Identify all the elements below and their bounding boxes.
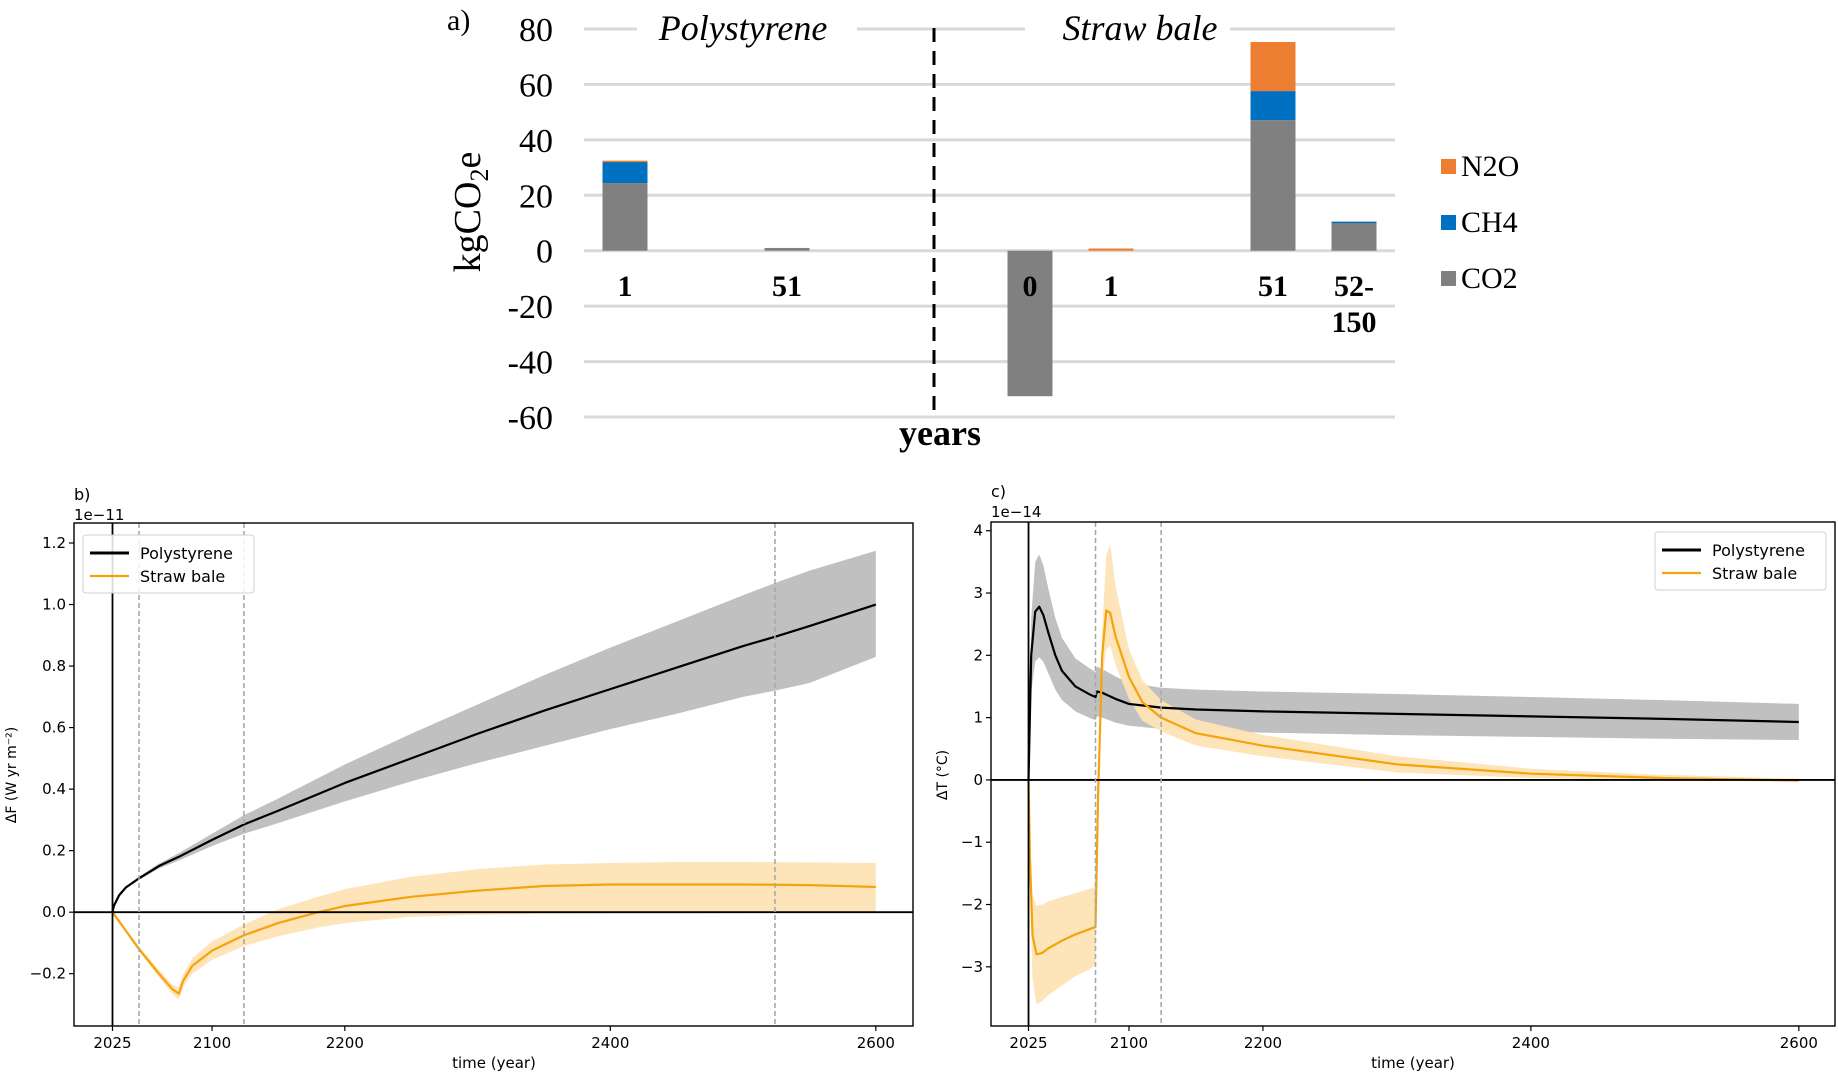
panel-b-label: b) <box>74 485 90 504</box>
x-tick-label: 2400 <box>1512 1034 1550 1052</box>
x-tick-label: 2600 <box>857 1034 895 1052</box>
y-tick-label: 60 <box>519 67 553 104</box>
bar-ch4 <box>602 161 648 184</box>
legend-label-straw-bale: Straw bale <box>1712 564 1797 583</box>
y-tick-label: 20 <box>519 178 553 215</box>
group-title-polystyrene: Polystyrene <box>658 8 828 48</box>
bar-co2 <box>1331 222 1377 251</box>
y-tick-label: 0.6 <box>42 719 66 737</box>
panel-c-temperature-change-chart: c) 1e−14 2025 2100 2200 2400 2600 −3 −2 −1 0 1 2 3 4… <box>935 482 1836 1072</box>
confidence-band-polystyrene <box>1028 554 1799 780</box>
series-line-polystyrene <box>111 603 877 913</box>
legend-label-straw-bale: Straw bale <box>140 567 225 586</box>
legend: Polystyrene Straw bale <box>1654 531 1827 591</box>
x-tick-label: 0 <box>1023 270 1038 303</box>
y-tick-label: 1.0 <box>42 596 66 614</box>
plot-area <box>991 522 1835 1026</box>
group-title-mask-left <box>637 8 857 52</box>
y-tick-label: 2 <box>973 646 983 664</box>
legend-box <box>1654 531 1827 591</box>
panel-c-x-axis-label: time (year) <box>1371 1054 1455 1072</box>
panel-c-label: c) <box>991 482 1006 501</box>
y-tick-label: −3 <box>961 958 983 976</box>
y-tick-label: 0.2 <box>42 842 66 860</box>
bar-co2 <box>1007 250 1053 397</box>
panel-a-label: a) <box>447 4 470 37</box>
panel-b-x-axis-label: time (year) <box>452 1054 536 1072</box>
legend-box <box>82 534 255 594</box>
legend-label-co2: CO2 <box>1461 262 1518 295</box>
group-title-straw-bale: Straw bale <box>1062 8 1217 48</box>
y-tick-label: 3 <box>973 584 983 602</box>
y-tick-label: 0 <box>536 234 553 271</box>
bar-ch4 <box>1331 221 1377 224</box>
confidence-band-straw-bale <box>112 862 876 1000</box>
legend-label-polystyrene: Polystyrene <box>1712 541 1805 560</box>
legend-swatch-n2o <box>1441 159 1456 174</box>
x-tick-label: 1 <box>1104 270 1119 303</box>
bar-n2o <box>602 160 648 163</box>
x-axis-label: years <box>899 413 981 453</box>
bar-n2o <box>1088 248 1134 251</box>
bar-co2 <box>1250 120 1296 251</box>
x-tick-label: 52- <box>1334 270 1374 303</box>
x-tick-label: 51 <box>772 270 802 303</box>
x-tick-label: 2400 <box>591 1034 629 1052</box>
x-tick-label: 2100 <box>1110 1034 1148 1052</box>
y-tick-label: 0 <box>973 771 983 789</box>
bar-co2 <box>602 183 648 251</box>
legend-label-polystyrene: Polystyrene <box>140 544 233 563</box>
group-title-mask-right <box>1025 8 1230 52</box>
y-tick-label: 1 <box>973 709 983 727</box>
x-tick-label: 2100 <box>193 1034 231 1052</box>
bar-co2 <box>764 247 810 251</box>
x-tick-label: 2200 <box>326 1034 364 1052</box>
y-tick-label: −1 <box>961 833 983 851</box>
panel-b-offset-text: 1e−11 <box>74 506 124 524</box>
x-tick-label: 51 <box>1258 270 1288 303</box>
y-tick-label: 1.2 <box>42 534 66 552</box>
y-tick-label: 4 <box>973 522 983 540</box>
y-tick-label: −0.2 <box>30 965 66 983</box>
legend-swatch-co2 <box>1441 271 1456 286</box>
x-tick-label: 2200 <box>1244 1034 1282 1052</box>
x-tick-label: 150 <box>1332 306 1377 339</box>
x-tick-label: 1 <box>618 270 633 303</box>
legend-swatch-ch4 <box>1441 215 1456 230</box>
panel-b-radiative-forcing-chart: b) 1e−11 2025 2100 2200 2400 2600 −0.2 0.0 0.2 0… <box>4 485 914 1072</box>
panel-c-offset-text: 1e−14 <box>991 503 1041 521</box>
series-line-straw-bale <box>1027 609 1799 956</box>
panel-b-y-axis-label: ΔF (W yr m⁻²) <box>4 727 20 823</box>
x-tick-label: 2025 <box>93 1034 131 1052</box>
y-tick-label: -60 <box>508 400 553 437</box>
confidence-band-straw-bale <box>1028 544 1799 1005</box>
axes-frame <box>990 521 1836 1027</box>
panel-c-y-axis-label: ΔT (°C) <box>935 750 951 800</box>
y-tick-label: 80 <box>519 12 553 49</box>
y-tick-label: 0.0 <box>42 903 66 921</box>
legend: N2O CH4 CO2 <box>1441 150 1519 295</box>
y-axis-label: kgCO2e <box>447 152 494 273</box>
panel-a-stacked-bar-chart: a) 80 60 40 20 0 -20 -40 -60 1 51 0 1 51 52-150 Poly… <box>447 4 1519 453</box>
confidence-band-polystyrene <box>112 550 876 913</box>
plot-area <box>74 523 913 1026</box>
y-tick-label: −2 <box>961 896 983 914</box>
y-tick-label: -40 <box>508 345 553 382</box>
y-tick-label: 40 <box>519 123 553 160</box>
x-tick-label: 2025 <box>1009 1034 1047 1052</box>
bar-ch4 <box>1250 91 1296 121</box>
x-tick-label: 2600 <box>1780 1034 1818 1052</box>
legend-label-ch4: CH4 <box>1461 206 1518 239</box>
axes-frame <box>73 522 914 1027</box>
y-tick-label: 0.8 <box>42 657 66 675</box>
legend-label-n2o: N2O <box>1461 150 1519 183</box>
legend: Polystyrene Straw bale <box>82 534 255 594</box>
y-tick-label: 0.4 <box>42 780 66 798</box>
series-line-straw-bale <box>111 883 876 995</box>
y-tick-label: -20 <box>508 289 553 326</box>
bar-n2o <box>1250 42 1296 92</box>
